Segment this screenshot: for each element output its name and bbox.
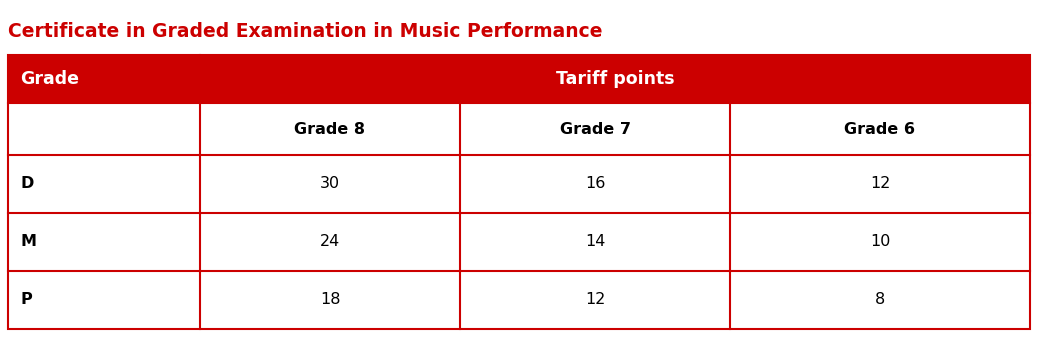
Text: 24: 24	[320, 235, 340, 249]
Text: 10: 10	[870, 235, 891, 249]
Bar	[8, 55, 1030, 103]
Text: Grade 8: Grade 8	[295, 121, 365, 137]
Text: 12: 12	[584, 292, 605, 308]
Text: Grade 6: Grade 6	[845, 121, 916, 137]
Text: 30: 30	[320, 176, 340, 191]
Text: 12: 12	[870, 176, 891, 191]
Text: Certificate in Graded Examination in Music Performance: Certificate in Graded Examination in Mus…	[8, 22, 602, 41]
Text: 8: 8	[875, 292, 885, 308]
Text: Grade 7: Grade 7	[559, 121, 630, 137]
Text: D: D	[20, 176, 33, 191]
Bar	[8, 55, 1030, 329]
Text: 16: 16	[584, 176, 605, 191]
Text: 14: 14	[584, 235, 605, 249]
Text: M: M	[20, 235, 36, 249]
Text: 18: 18	[320, 292, 340, 308]
Text: Tariff points: Tariff points	[555, 70, 675, 88]
Text: Grade: Grade	[20, 70, 79, 88]
Text: P: P	[20, 292, 32, 308]
